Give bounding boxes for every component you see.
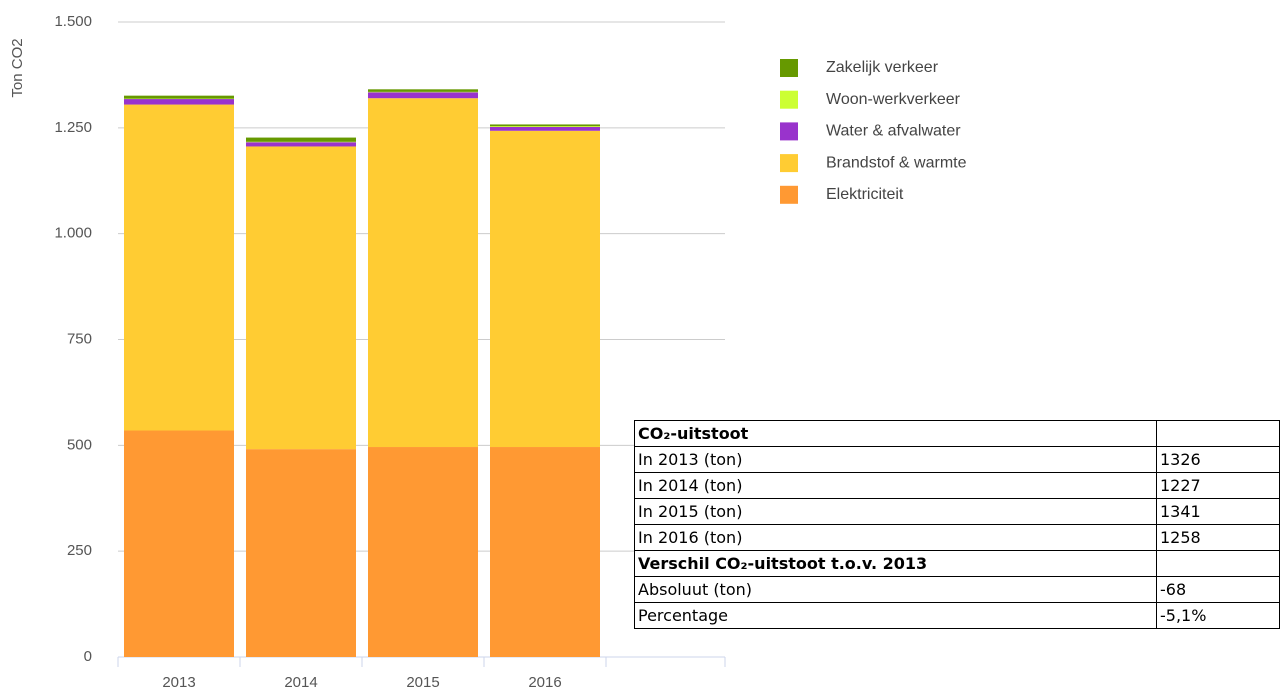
y-axis-label: Ton CO2 bbox=[9, 38, 26, 97]
legend-label: Woon-werkverkeer bbox=[826, 91, 961, 108]
row-value: 1227 bbox=[1157, 473, 1280, 499]
bar-segment bbox=[246, 449, 356, 657]
bar-segment bbox=[124, 96, 234, 99]
bar-segment bbox=[368, 447, 478, 657]
x-tick-label: 2015 bbox=[406, 674, 439, 690]
row-label: Verschil CO₂-uitstoot t.o.v. 2013 bbox=[635, 551, 1157, 577]
legend-swatch bbox=[780, 154, 798, 172]
table-row: Verschil CO₂-uitstoot t.o.v. 2013 bbox=[635, 551, 1280, 577]
x-tick-label: 2016 bbox=[528, 674, 561, 690]
row-value: 1258 bbox=[1157, 525, 1280, 551]
y-tick-label: 1.000 bbox=[54, 225, 92, 242]
row-label: Percentage bbox=[635, 603, 1157, 629]
bar-segment bbox=[246, 138, 356, 142]
y-tick-label: 500 bbox=[67, 436, 92, 453]
bar-segment bbox=[490, 127, 600, 131]
row-label: In 2014 (ton) bbox=[635, 473, 1157, 499]
table-row: In 2014 (ton)1227 bbox=[635, 473, 1280, 499]
legend-label: Brandstof & warmte bbox=[826, 154, 967, 171]
row-value bbox=[1157, 421, 1280, 447]
row-value bbox=[1157, 551, 1280, 577]
table-row: In 2015 (ton)1341 bbox=[635, 499, 1280, 525]
legend-swatch bbox=[780, 186, 798, 204]
bar-segment bbox=[490, 126, 600, 127]
y-tick-label: 750 bbox=[67, 330, 92, 347]
bar-segment bbox=[368, 89, 478, 92]
bar-segment bbox=[124, 99, 234, 105]
x-tick-label: 2013 bbox=[162, 674, 195, 690]
bar-segment bbox=[124, 105, 234, 431]
row-label: Absoluut (ton) bbox=[635, 577, 1157, 603]
row-label: CO₂-uitstoot bbox=[635, 421, 1157, 447]
y-tick-label: 1.500 bbox=[54, 13, 92, 30]
table-row: In 2016 (ton)1258 bbox=[635, 525, 1280, 551]
row-value: 1341 bbox=[1157, 499, 1280, 525]
row-value: 1326 bbox=[1157, 447, 1280, 473]
row-label: In 2013 (ton) bbox=[635, 447, 1157, 473]
row-value: -68 bbox=[1157, 577, 1280, 603]
bar-segment bbox=[368, 98, 478, 447]
legend-label: Zakelijk verkeer bbox=[826, 59, 939, 76]
legend-swatch bbox=[780, 122, 798, 140]
bar-segment bbox=[124, 431, 234, 657]
bar-segment bbox=[490, 124, 600, 126]
table-row: Absoluut (ton)-68 bbox=[635, 577, 1280, 603]
bar-segment bbox=[246, 142, 356, 146]
legend-swatch bbox=[780, 59, 798, 77]
bar-segment bbox=[246, 146, 356, 449]
legend-swatch bbox=[780, 91, 798, 109]
x-tick-label: 2014 bbox=[284, 674, 317, 690]
bar-segment bbox=[368, 92, 478, 98]
y-tick-label: 0 bbox=[84, 648, 92, 665]
row-label: In 2015 (ton) bbox=[635, 499, 1157, 525]
table-row: CO₂-uitstoot bbox=[635, 421, 1280, 447]
table-row: In 2013 (ton)1326 bbox=[635, 447, 1280, 473]
y-tick-label: 1.250 bbox=[54, 119, 92, 136]
table-row: Percentage-5,1% bbox=[635, 603, 1280, 629]
bar-segment bbox=[490, 131, 600, 447]
legend-label: Elektriciteit bbox=[826, 186, 904, 203]
bar-segment bbox=[490, 447, 600, 657]
row-value: -5,1% bbox=[1157, 603, 1280, 629]
y-tick-label: 250 bbox=[67, 542, 92, 559]
legend-label: Water & afvalwater bbox=[826, 123, 961, 140]
row-label: In 2016 (ton) bbox=[635, 525, 1157, 551]
